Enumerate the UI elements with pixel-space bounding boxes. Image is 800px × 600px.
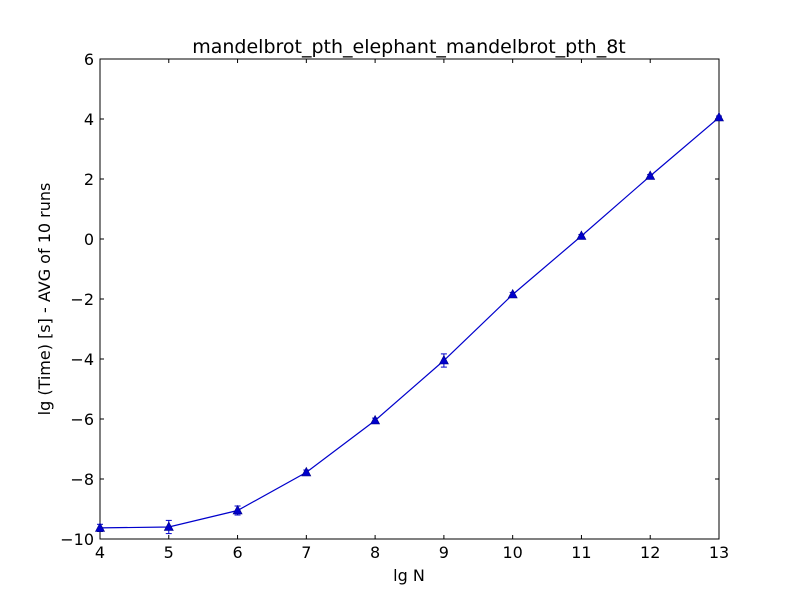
data-point-marker [438, 354, 449, 365]
y-tick-label: 4 [84, 110, 94, 129]
data-point-marker [576, 230, 587, 240]
x-tick-label: 13 [709, 543, 729, 562]
y-tick-label: −8 [70, 470, 94, 489]
x-tick-label: 4 [95, 543, 105, 562]
plot-area: 4 5 6 7 8 9 10 11 12 13 −10 −8 −6 −4 −2 0 2 4 6 [60, 50, 729, 562]
y-tick-label: −10 [60, 530, 94, 549]
x-tick-label: 8 [370, 543, 380, 562]
y-tick-label: 6 [84, 50, 94, 69]
y-tick-label: −4 [70, 350, 94, 369]
y-tick-label: −6 [70, 410, 94, 429]
y-tick-label: −2 [70, 290, 94, 309]
y-tick-label: 0 [84, 230, 94, 249]
x-axis-label: lg N [393, 566, 425, 585]
x-tick-label: 10 [502, 543, 522, 562]
data-point-marker [163, 521, 174, 531]
data-point-marker [95, 522, 105, 532]
x-tick-label: 6 [232, 543, 242, 562]
data-point-marker [714, 111, 724, 122]
x-tick-label: 7 [301, 543, 311, 562]
data-point-marker [301, 466, 312, 477]
chart-title: mandelbrot_pth_elephant_mandelbrot_pth_8… [192, 36, 626, 58]
data-point-marker [232, 504, 243, 515]
data-point-marker [370, 414, 381, 425]
x-tick-label: 11 [571, 543, 591, 562]
x-tick-label: 9 [439, 543, 449, 562]
x-tick-label: 12 [640, 543, 660, 562]
series-line [99, 117, 720, 529]
y-axis-label: lg (Time) [s] - AVG of 10 runs [35, 183, 54, 416]
plot-frame [99, 58, 720, 540]
x-tick-label: 5 [164, 543, 174, 562]
y-tick-label: 2 [84, 170, 94, 189]
data-point-marker [507, 288, 518, 299]
data-point-marker [645, 170, 656, 180]
